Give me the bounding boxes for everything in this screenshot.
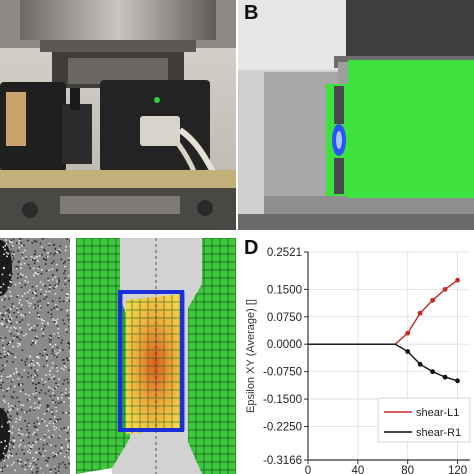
panel-c-speckle — [0, 238, 70, 474]
legend-label: shear-R1 — [416, 427, 461, 439]
panel-a-photo — [0, 0, 236, 230]
y-tick-label: 0.0000 — [267, 339, 302, 351]
series-point-shear-L1 — [455, 277, 460, 283]
x-tick-label: 40 — [351, 465, 364, 474]
y-axis-label: Epsilon XY (Average) [] — [245, 299, 257, 413]
epsilon-xy-chart: 0.2521 0.1500 0.0750 0.0000 -0.0750 -0.1500 -0… — [245, 247, 471, 474]
x-tick-labels: 0 40 80 120 — [305, 465, 467, 474]
panel-d-chart: D 0.2521 0.1500 0.0750 0.0000 -0.0750 -0.1500… — [238, 238, 474, 474]
test-rig-photo — [0, 0, 236, 230]
y-tick-label: -0.1500 — [263, 394, 302, 406]
strain-mesh-image — [76, 238, 236, 474]
dic-strain-field-image — [238, 0, 474, 230]
y-tick-label: 0.2521 — [267, 247, 302, 259]
x-tick-label: 80 — [401, 465, 414, 474]
x-tick-label: 0 — [305, 465, 311, 474]
chart-axes — [304, 251, 470, 464]
series-point-shear-R1 — [455, 378, 460, 384]
panel-b-dic-field: B — [238, 0, 474, 230]
series-point-shear-L1 — [417, 310, 423, 316]
chart-legend: shear-L1 shear-R1 — [377, 397, 471, 443]
panel-c-mesh — [76, 238, 236, 474]
legend-box — [377, 397, 471, 443]
series-line-shear-L1 — [308, 279, 458, 345]
panel-label-b: B — [244, 2, 259, 24]
series-line-shear-R1 — [308, 343, 458, 382]
series-point-shear-R1 — [442, 374, 448, 380]
series-point-shear-L1 — [442, 286, 448, 292]
y-tick-label: 0.1500 — [267, 284, 302, 296]
panel-label-d: D — [244, 238, 259, 259]
series-point-shear-R1 — [417, 361, 423, 367]
series-point-shear-R1 — [430, 369, 436, 375]
y-tick-label: -0.0750 — [263, 367, 302, 379]
speckle-pattern-image — [0, 238, 70, 474]
y-tick-label: 0.0750 — [267, 312, 302, 324]
series-point-shear-L1 — [430, 297, 436, 303]
series-point-shear-L1 — [405, 330, 411, 336]
legend-label: shear-L1 — [416, 407, 459, 419]
y-tick-label: -0.3166 — [263, 455, 302, 467]
chart-series — [308, 277, 460, 384]
y-tick-labels: 0.2521 0.1500 0.0750 0.0000 -0.0750 -0.1500 -0… — [263, 247, 302, 467]
series-point-shear-R1 — [405, 349, 411, 354]
y-tick-label: -0.2250 — [263, 421, 302, 433]
x-tick-label: 120 — [448, 465, 467, 474]
